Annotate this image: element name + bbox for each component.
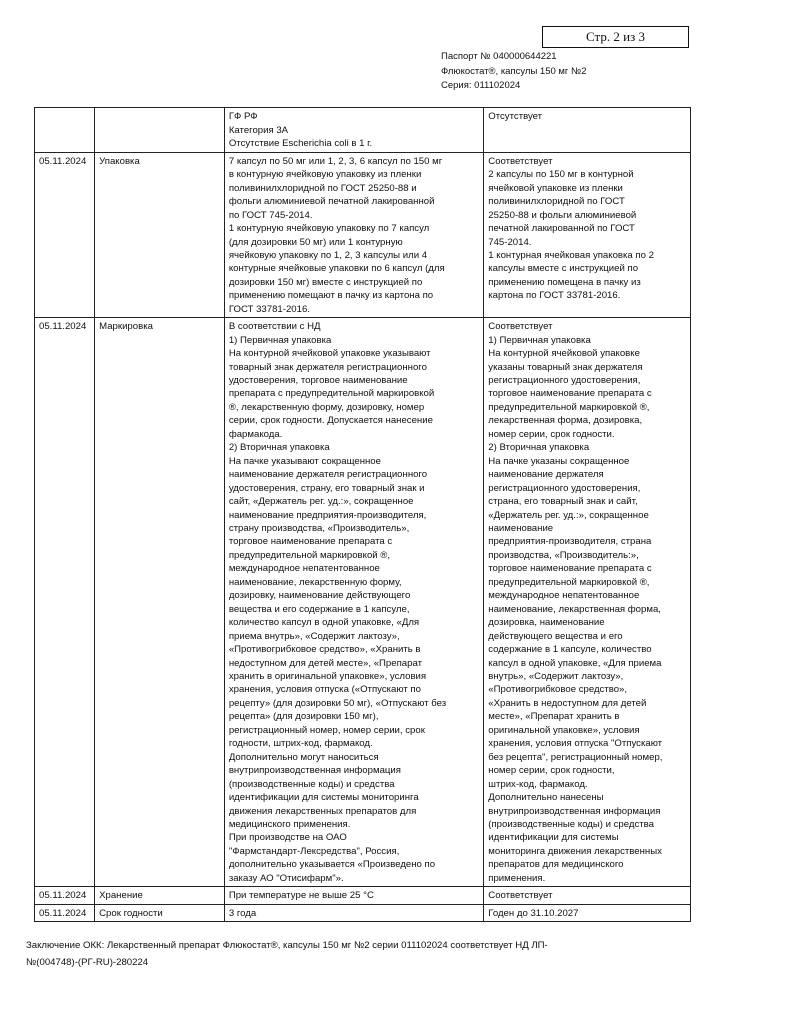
requirement-cell: 7 капсул по 50 мг или 1, 2, 3, 6 капсул … [223, 151, 485, 319]
date-cell: 05.11.2024 [33, 317, 96, 888]
conclusion: Заключение ОКК: Лекарственный препарат Ф… [26, 940, 548, 968]
parameter-cell: Упаковка [94, 151, 225, 319]
result-cell: Отсутствует [483, 107, 691, 153]
date-cell: 05.11.2024 [33, 886, 96, 905]
parameter-cell: Маркировка [94, 317, 225, 888]
requirement-cell: В соответствии с НД 1) Первичная упаковк… [223, 317, 485, 888]
document-header: Паспорт № 040000644221 Флюкостат®, капсу… [441, 50, 587, 94]
result-cell: Соответствует 1) Первичная упаковка На к… [483, 317, 691, 888]
requirement-cell: 3 года [223, 903, 485, 923]
table-row: 05.11.2024 Маркировка В соответствии с Н… [33, 317, 691, 888]
result-cell: Соответствует 2 капсулы по 150 мг в конт… [483, 151, 691, 319]
parameter-cell: Срок годности [94, 903, 225, 923]
page-indicator: Стр. 2 из 3 [542, 26, 689, 48]
date-cell [33, 107, 96, 153]
table-row: 05.11.2024 Хранение При температуре не в… [33, 886, 691, 905]
date-cell: 05.11.2024 [33, 151, 96, 319]
requirement-cell: ГФ РФ Категория 3А Отсутствие Escherichi… [223, 107, 485, 153]
table-row: 05.11.2024 Упаковка 7 капсул по 50 мг ил… [33, 151, 691, 319]
quality-control-table: ГФ РФ Категория 3А Отсутствие Escherichi… [33, 107, 691, 923]
passport-number: Паспорт № 040000644221 [441, 51, 557, 62]
product-name: Флюкостат®, капсулы 150 мг №2 [441, 65, 587, 77]
requirement-cell: При температуре не выше 25 °С [223, 886, 485, 905]
parameter-cell [94, 107, 225, 153]
result-cell: Соответствует [483, 886, 691, 905]
result-cell: Годен до 31.10.2027 [483, 903, 691, 923]
table-row: 05.11.2024 Срок годности 3 года Годен до… [33, 903, 691, 923]
table-row: ГФ РФ Категория 3А Отсутствие Escherichi… [33, 107, 691, 153]
series-number: Серия: 011102024 [441, 80, 521, 91]
date-cell: 05.11.2024 [33, 903, 96, 923]
parameter-cell: Хранение [94, 886, 225, 905]
